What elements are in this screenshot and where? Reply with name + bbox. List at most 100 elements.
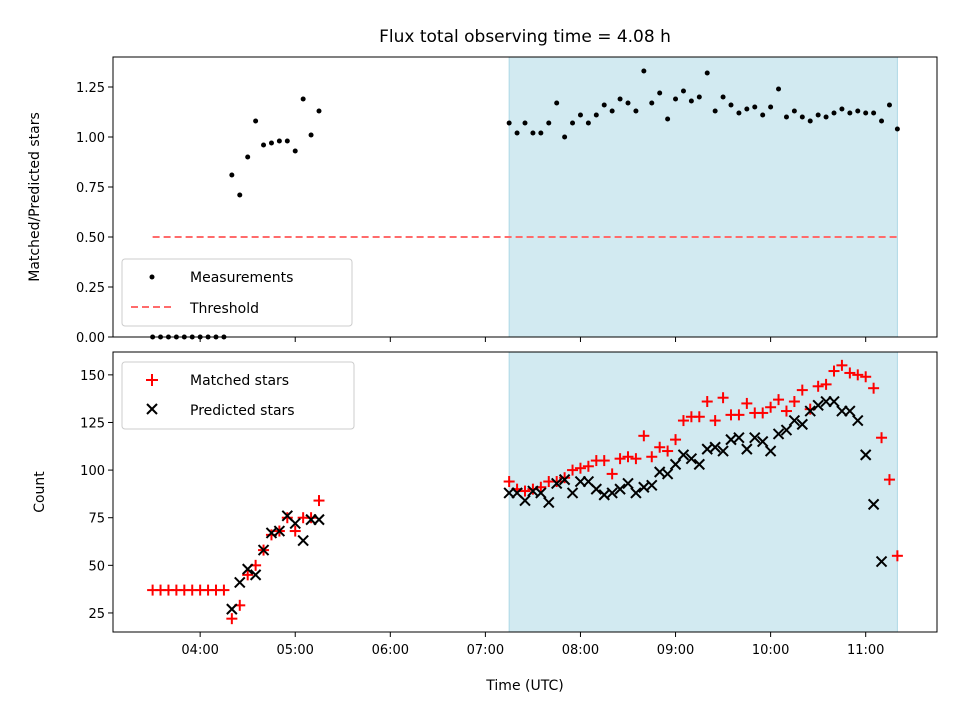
matched-star-point xyxy=(289,525,301,537)
matched-star-point xyxy=(559,472,571,484)
predicted-star-point xyxy=(780,424,793,436)
matched-star-point xyxy=(757,407,769,419)
measurement-point xyxy=(783,114,789,120)
measurement-point xyxy=(704,70,710,76)
top-legend-box xyxy=(121,258,353,327)
measurement-point xyxy=(760,112,766,118)
measurement-point xyxy=(237,192,243,198)
bottom-shaded-interval xyxy=(508,351,898,633)
top-legend: Measurements Threshold xyxy=(121,258,353,327)
predicted-star-point xyxy=(875,555,888,568)
bottom-y-tick-label: 150 xyxy=(80,369,105,384)
measurement-point xyxy=(625,100,631,106)
measurement-point xyxy=(823,114,829,120)
measurement-point xyxy=(585,120,591,126)
legend-predicted-label: Predicted stars xyxy=(190,403,295,419)
matched-star-point xyxy=(598,455,610,467)
bottom-plot-frame xyxy=(112,351,938,633)
matched-star-point xyxy=(582,460,594,472)
top-plot-marks xyxy=(150,68,900,340)
measurement-point xyxy=(863,110,869,116)
matched-star-point xyxy=(709,415,721,427)
matched-star-point xyxy=(662,445,674,457)
top-plot-frame xyxy=(112,56,938,338)
legend-matched-label: Matched stars xyxy=(190,373,289,389)
predicted-star-point xyxy=(313,513,325,526)
matched-star-point xyxy=(868,382,880,394)
legend-predicted-marker xyxy=(146,403,158,415)
bottom-y-tick-label: 100 xyxy=(80,464,105,479)
matched-star-point xyxy=(551,476,563,488)
predicted-star-point xyxy=(297,534,309,547)
predicted-star-point xyxy=(859,449,872,461)
predicted-star-point xyxy=(828,395,840,408)
matched-star-point xyxy=(891,550,903,562)
matched-star-point xyxy=(574,462,586,474)
measurement-point xyxy=(831,110,837,116)
bottom-x-axis: 04:00 05:00 06:00 07:00 08:00 09:00 10:00 11:00 xyxy=(181,632,884,658)
measurement-point xyxy=(284,138,290,144)
chart-title: Flux total observing time = 4.08 h xyxy=(379,27,671,47)
matched-star-point xyxy=(773,394,785,406)
matched-star-point xyxy=(242,569,254,581)
measurement-point xyxy=(609,108,615,114)
measurement-point xyxy=(688,98,694,104)
predicted-star-point xyxy=(226,603,238,615)
measurement-point xyxy=(538,130,544,136)
predicted-star-point xyxy=(709,441,721,453)
measurement-point xyxy=(245,154,251,160)
measurement-point xyxy=(562,134,568,140)
predicted-star-point xyxy=(717,445,729,457)
bottom-y-axis-label: Count xyxy=(32,471,48,513)
measurement-point xyxy=(577,112,583,118)
matched-star-point xyxy=(701,396,713,408)
matched-star-point xyxy=(654,441,666,453)
matched-star-point xyxy=(677,415,689,427)
matched-star-point xyxy=(860,371,872,383)
predicted-star-point xyxy=(804,405,816,417)
predicted-star-point xyxy=(772,428,785,440)
measurement-point xyxy=(268,140,274,146)
bottom-y-tick-label: 75 xyxy=(88,512,105,527)
measurement-point xyxy=(847,110,853,116)
x-tick-label: 06:00 xyxy=(372,643,409,658)
predicted-star-point xyxy=(733,432,745,444)
predicted-star-point xyxy=(852,414,864,427)
top-y-tick-label: 0.00 xyxy=(76,331,105,346)
matched-star-point xyxy=(717,392,729,404)
measurement-point xyxy=(839,106,845,112)
bottom-legend-box xyxy=(121,361,355,430)
top-y-axis: 0.00 0.25 0.50 0.75 1.00 1.25 xyxy=(76,81,113,346)
matched-star-point xyxy=(519,485,531,497)
bottom-panel: 25 50 75 100 125 150 04:00 05:00 06:00 07:00 08:0… xyxy=(32,351,938,694)
predicted-star-point xyxy=(289,517,301,530)
measurement-point xyxy=(617,96,623,102)
measurement-point xyxy=(728,102,734,108)
top-y-tick-label: 0.75 xyxy=(76,181,105,196)
x-axis-label: Time (UTC) xyxy=(485,678,563,694)
predicted-star-point xyxy=(788,414,801,427)
matched-star-point xyxy=(883,474,895,486)
measurement-point xyxy=(506,120,512,126)
matched-star-point xyxy=(741,397,753,409)
predicted-star-point xyxy=(543,496,555,509)
measurement-point xyxy=(530,130,536,136)
predicted-star-point xyxy=(685,452,698,465)
bottom-y-tick-label: 50 xyxy=(88,559,105,574)
matched-star-point xyxy=(646,451,658,463)
measurement-point xyxy=(316,108,322,114)
matched-star-point xyxy=(567,464,579,476)
measurement-point xyxy=(570,120,576,126)
predicted-star-point xyxy=(669,458,682,471)
bottom-legend: Matched stars Predicted stars xyxy=(121,361,355,430)
top-x-ticks xyxy=(199,337,867,342)
matched-star-point xyxy=(876,432,888,444)
legend-measurements-label: Measurements xyxy=(190,270,293,286)
top-panel: 0.00 0.25 0.50 0.75 1.00 1.25 Matched/Predict… xyxy=(27,56,938,346)
measurement-point xyxy=(720,94,726,100)
matched-star-point xyxy=(820,378,832,390)
matched-star-point xyxy=(313,495,325,507)
measurement-point xyxy=(649,100,655,106)
predicted-star-point xyxy=(867,498,880,511)
